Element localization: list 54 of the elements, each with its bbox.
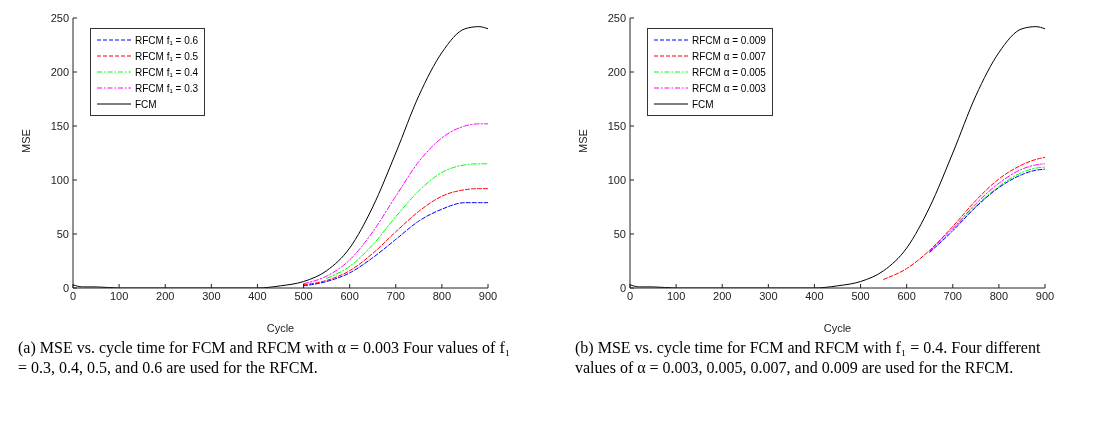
x-tick-label: 400 (248, 289, 267, 302)
y-tick-label: 250 (50, 11, 69, 24)
legend-label: RFCM α = 0.005 (692, 66, 766, 78)
x-tick-label: 500 (851, 289, 870, 302)
line-series (303, 188, 488, 286)
y-tick-label: 100 (50, 173, 69, 186)
legend-label: RFCM α = 0.003 (692, 82, 766, 94)
y-tick-label: 100 (607, 173, 626, 186)
legend-label: RFCM α = 0.009 (692, 34, 766, 46)
text: (a) MSE vs. cycle time for FCM and RFCM with α = 0.003 Four values of f₁ = 0.3, 0.4, 0.5, and 0.6 are used for the RFCM. (18, 338, 512, 378)
y-tick-label: 0 (62, 281, 69, 294)
y-tick-label: 50 (56, 227, 69, 240)
legend-label: RFCM f₁ = 0.5 (135, 50, 199, 62)
x-tick-label: 800 (432, 289, 452, 302)
y-tick-label: 150 (607, 119, 626, 132)
x-tick-label: 200 (156, 289, 175, 302)
text: (b) MSE vs. cycle time for FCM and RFCM with f₁ = 0.4. Four different values of α = 0.003, 0.005, 0.007, and 0.009 are used for the RFCM. (575, 338, 1042, 378)
y-tick-label: 150 (50, 119, 69, 132)
x-tick-label: 400 (805, 289, 824, 302)
line-series (883, 156, 1045, 280)
x-axis-title: Cycle (266, 322, 295, 334)
y-tick-label: 200 (607, 65, 626, 78)
x-tick-label: 600 (340, 289, 359, 302)
legend-label: RFCM f₁ = 0.6 (135, 34, 199, 46)
x-tick-label: 700 (386, 289, 405, 302)
x-tick-label: 900 (1035, 289, 1055, 302)
line-series (303, 202, 488, 287)
x-tick-label: 300 (202, 289, 221, 302)
y-tick-label: 50 (613, 227, 626, 240)
x-tick-label: 700 (943, 289, 962, 302)
legend-label: FCM (692, 98, 714, 110)
y-axis-title: MSE (19, 129, 32, 153)
x-tick-label: 200 (713, 289, 732, 302)
x-tick-label: 500 (294, 289, 313, 302)
y-axis-title: MSE (576, 129, 589, 153)
y-tick-label: 0 (619, 281, 626, 294)
x-tick-label: 100 (666, 289, 686, 302)
y-tick-label: 250 (607, 11, 626, 24)
x-axis-title: Cycle (823, 322, 852, 334)
x-tick-label: 0 (69, 289, 77, 302)
line-series (952, 166, 1045, 231)
line-series (303, 123, 488, 285)
legend-label: RFCM f₁ = 0.3 (135, 82, 199, 94)
x-tick-label: 800 (989, 289, 1009, 302)
line-series (326, 163, 488, 279)
x-tick-label: 300 (759, 289, 778, 302)
legend-label: FCM (135, 98, 157, 110)
legend-label: RFCM α = 0.007 (692, 50, 766, 62)
y-tick-label: 200 (50, 65, 69, 78)
x-tick-label: 100 (109, 289, 129, 302)
x-tick-label: 900 (478, 289, 498, 302)
legend-label: RFCM f₁ = 0.4 (135, 66, 199, 78)
x-tick-label: 0 (626, 289, 634, 302)
x-tick-label: 600 (897, 289, 916, 302)
